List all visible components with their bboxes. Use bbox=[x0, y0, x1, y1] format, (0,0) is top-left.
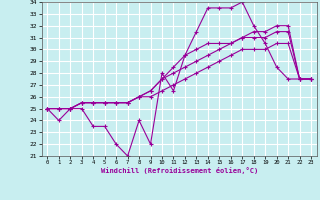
X-axis label: Windchill (Refroidissement éolien,°C): Windchill (Refroidissement éolien,°C) bbox=[100, 167, 258, 174]
